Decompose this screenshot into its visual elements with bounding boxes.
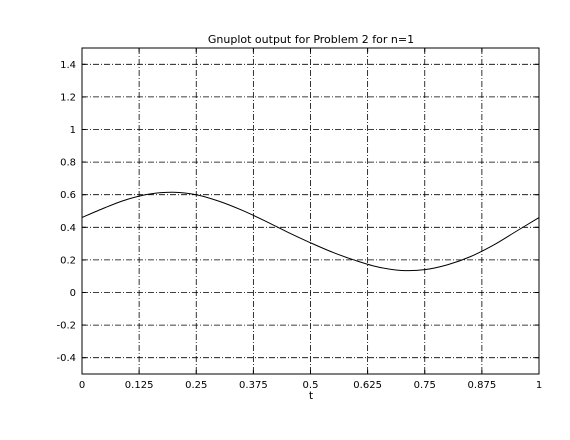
chart-title: Gnuplot output for Problem 2 for n=1	[208, 33, 414, 46]
y-tick-label: -0.4	[56, 353, 76, 364]
plot-frame	[81, 47, 540, 375]
x-tick-label: 0.125	[125, 380, 154, 391]
axis-ticks: 0 0.125 0.25 0.375 0.5 0.625 0.75 0.875 1 1.4 1.2 1…	[56, 48, 542, 391]
x-tick-label: 1	[536, 380, 542, 391]
y-tick-label: 1.4	[60, 60, 76, 71]
y-tick-label: 0.2	[60, 255, 76, 266]
x-tick-label: 0.625	[353, 380, 382, 391]
series-line	[81, 191, 540, 272]
y-tick-label: 0.6	[60, 190, 76, 201]
x-tick-label: 0.5	[303, 380, 319, 391]
series	[81, 191, 540, 272]
y-tick-label: 1.2	[60, 92, 76, 103]
x-axis-label: t	[309, 389, 314, 402]
y-tick-label: 0.4	[60, 223, 76, 234]
y-tick-label: -0.2	[56, 321, 76, 332]
x-tick-label: 0.875	[468, 380, 497, 391]
x-tick-label: 0.375	[239, 380, 268, 391]
y-tick-label: 1	[70, 125, 76, 136]
x-tick-label: 0	[79, 380, 85, 391]
y-tick-label: 0.8	[60, 158, 76, 169]
grid	[82, 48, 539, 374]
x-tick-label: 0.75	[414, 380, 436, 391]
x-tick-label: 0.25	[185, 380, 207, 391]
y-tick-label: 0	[70, 288, 76, 299]
